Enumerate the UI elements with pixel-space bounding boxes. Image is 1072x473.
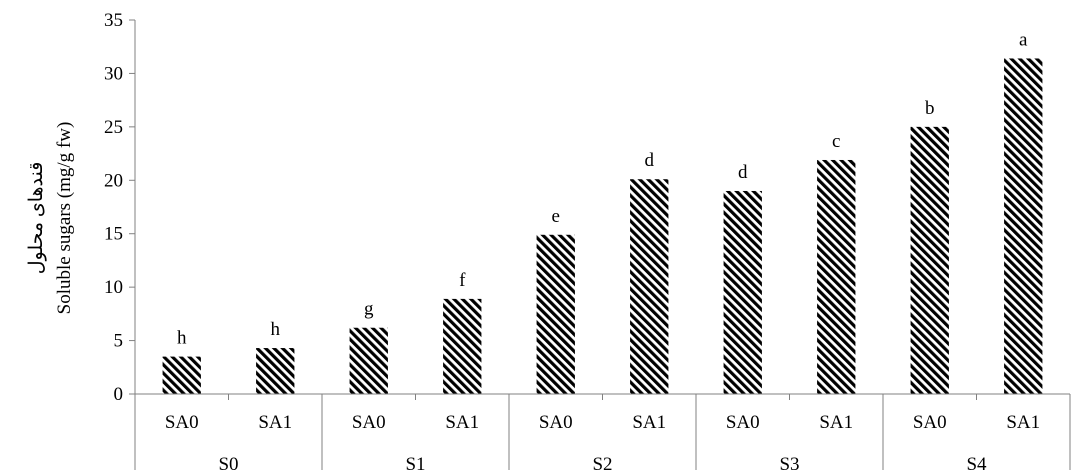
bar-s3-sa0 xyxy=(723,190,762,394)
significance-letter: h xyxy=(271,319,281,340)
y-axis: 0 5 10 15 20 25 30 35 xyxy=(104,10,136,405)
category-label: SA0 xyxy=(352,412,386,433)
category-label: SA1 xyxy=(819,412,853,433)
y-axis-title: قندهای محلول Soluble sugars (mg/g fw) xyxy=(26,122,75,315)
category-label: SA1 xyxy=(445,412,479,433)
category-label: SA0 xyxy=(165,412,199,433)
y-tick-label: 10 xyxy=(104,277,123,298)
category-label: SA0 xyxy=(913,412,947,433)
significance-letter: b xyxy=(925,98,935,119)
category-label: SA0 xyxy=(726,412,760,433)
bar-s0-sa0 xyxy=(162,356,201,394)
significance-letter: d xyxy=(645,150,655,171)
y-tick-label: 25 xyxy=(104,117,123,138)
bar-s3-sa1 xyxy=(817,159,856,394)
category-label: SA1 xyxy=(258,412,292,433)
y-axis-title-line-2: Soluble sugars (mg/g fw) xyxy=(54,122,75,315)
group-label: S2 xyxy=(592,454,612,473)
significance-letter: f xyxy=(459,270,466,291)
bar-s0-sa1 xyxy=(256,348,295,394)
x-axis: SA0 SA1 S0 SA0 SA1 S1 SA0 SA1 S2 SA0 SA1 S3 SA0 SA1 S4 xyxy=(134,393,1071,473)
bar-s4-sa1 xyxy=(1004,58,1043,395)
bar-s2-sa0 xyxy=(536,234,575,394)
significance-letter: h xyxy=(177,328,187,349)
category-label: SA1 xyxy=(632,412,666,433)
y-tick-label: 20 xyxy=(104,170,123,191)
bar-s2-sa1 xyxy=(630,179,669,394)
bar-s1-sa0 xyxy=(349,327,388,394)
group-label: S1 xyxy=(405,454,425,473)
y-axis-title-line-1: قندهای محلول xyxy=(26,162,47,275)
significance-letter: d xyxy=(738,162,748,183)
significance-letter: e xyxy=(552,206,560,227)
category-label: SA0 xyxy=(539,412,573,433)
y-tick-label: 30 xyxy=(104,63,123,84)
category-label: SA1 xyxy=(1006,412,1040,433)
y-tick-label: 0 xyxy=(114,384,124,405)
group-label: S0 xyxy=(218,454,238,473)
bar-s4-sa0 xyxy=(910,126,949,394)
y-tick-label: 15 xyxy=(104,224,123,245)
y-tick-label: 5 xyxy=(114,331,124,352)
y-tick-label: 35 xyxy=(104,10,123,31)
significance-letter: g xyxy=(364,299,374,320)
group-label: S3 xyxy=(779,454,799,473)
group-label: S4 xyxy=(966,454,987,473)
bars: h h g f e d d c b a xyxy=(162,29,1043,395)
significance-letter: c xyxy=(832,131,840,152)
bar-s1-sa1 xyxy=(443,298,482,394)
significance-letter: a xyxy=(1019,29,1028,50)
